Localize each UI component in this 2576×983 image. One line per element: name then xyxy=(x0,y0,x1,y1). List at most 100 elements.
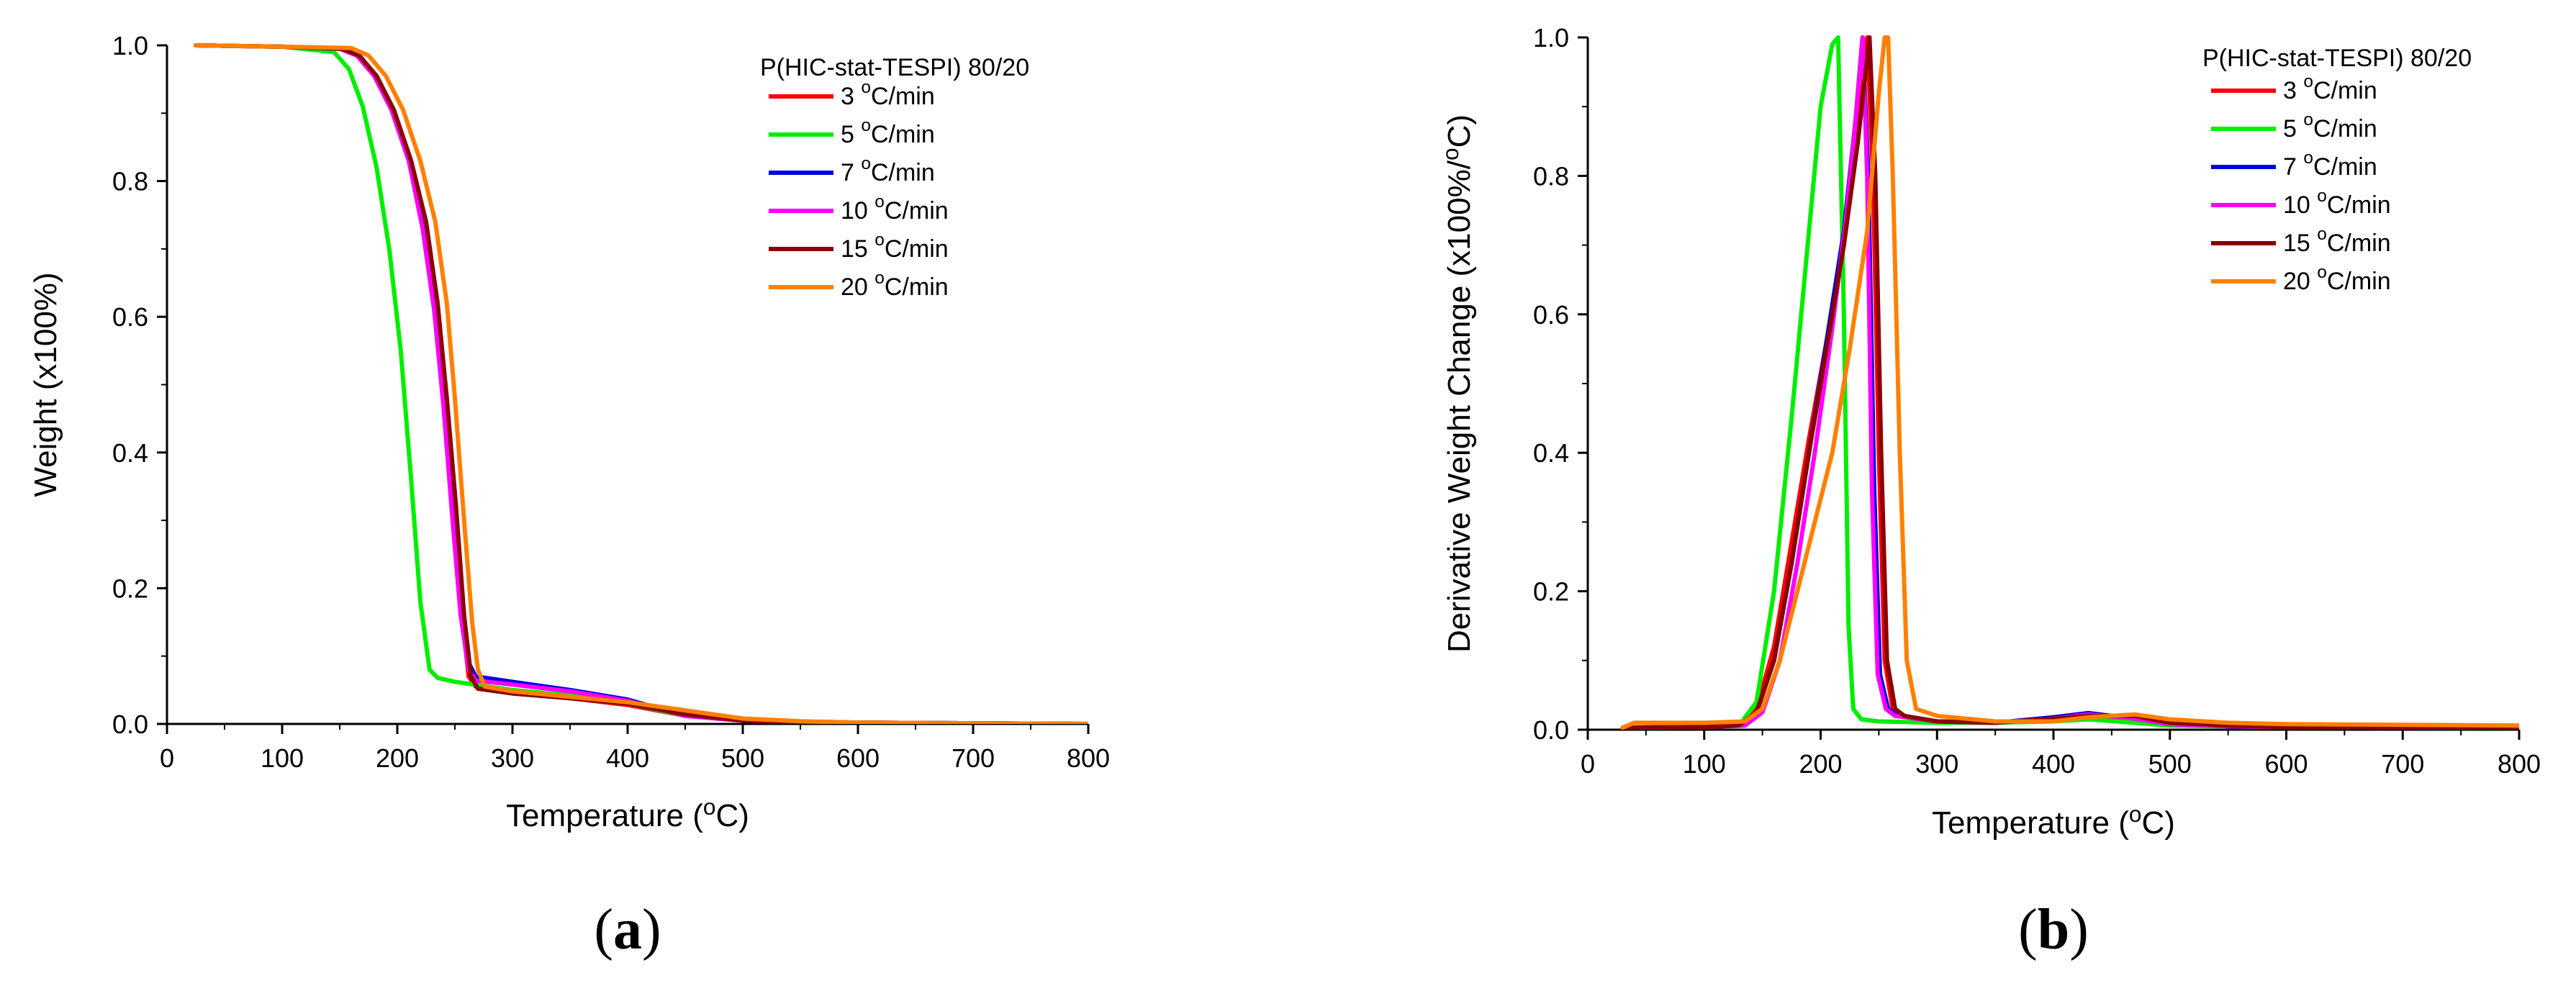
degree-sign: o xyxy=(703,794,716,820)
label-part: C/min xyxy=(2327,191,2391,219)
series-line-15-c-per-min xyxy=(194,43,1088,724)
degree-sign: o xyxy=(2317,263,2327,282)
degree-sign: o xyxy=(2317,225,2327,244)
y-tick-label: 0.4 xyxy=(112,438,148,468)
series-line-10-c-per-min xyxy=(194,43,1088,724)
x-tick-label: 800 xyxy=(2498,749,2541,779)
legend-entry: 7 oC/min xyxy=(2283,148,2377,181)
label-part: C/min xyxy=(2327,268,2391,295)
x-axis-label: Temperature (oC) xyxy=(1932,801,2175,841)
series-line-10-c-per-min xyxy=(1620,35,2519,730)
label-part: 5 xyxy=(2283,115,2303,142)
series-line-5-c-per-min xyxy=(194,43,1088,724)
label-part: 3 xyxy=(2283,77,2303,104)
x-tick-label: 200 xyxy=(1799,749,1842,779)
y-tick-label: 0.2 xyxy=(112,574,148,603)
degree-sign: o xyxy=(2129,801,2142,827)
label-part: C) xyxy=(716,798,749,833)
legend-entry: 7 oC/min xyxy=(841,154,935,186)
legend-entry: 20 oC/min xyxy=(841,268,949,301)
label-part: C/min xyxy=(871,159,935,186)
y-tick-label: 0.6 xyxy=(112,302,148,332)
degree-sign: o xyxy=(2303,72,2313,91)
panel-label-open: ( xyxy=(2018,898,2038,961)
label-part: 15 xyxy=(2283,230,2317,257)
legend-entry: 15 oC/min xyxy=(2283,225,2391,257)
panel-label: (a) xyxy=(594,898,661,961)
y-tick-label: 0.0 xyxy=(1533,715,1569,745)
label-part: 20 xyxy=(2283,268,2317,295)
degree-sign: o xyxy=(875,230,885,250)
panel-label-letter: a xyxy=(613,898,642,961)
legend-title: P(HIC-stat-TESPI) 80/20 xyxy=(2202,45,2472,72)
x-tick-label: 600 xyxy=(2264,749,2308,779)
degree-sign: o xyxy=(1437,148,1463,160)
label-part: 20 xyxy=(841,273,875,301)
label-part: 7 xyxy=(2283,153,2303,181)
y-tick-label: 0.8 xyxy=(1533,161,1569,191)
series-line-7-c-per-min xyxy=(1620,35,2519,730)
degree-sign: o xyxy=(861,78,871,97)
degree-sign: o xyxy=(2303,148,2313,168)
legend-entry: 5 oC/min xyxy=(2283,110,2377,142)
legend-entry: 15 oC/min xyxy=(841,230,949,263)
y-tick-label: 0.4 xyxy=(1533,438,1569,468)
label-part: C/min xyxy=(871,121,935,148)
label-part: C) xyxy=(1442,114,1477,148)
panel-label-letter: b xyxy=(2038,898,2070,961)
series-line-5-c-per-min xyxy=(1620,35,2519,730)
label-part: Weight (x100%) xyxy=(28,272,63,497)
x-tick-label: 700 xyxy=(952,743,995,773)
label-part: C/min xyxy=(871,83,935,110)
legend-entry: 3 oC/min xyxy=(841,78,935,110)
x-tick-label: 0 xyxy=(1581,749,1595,779)
legend-title: P(HIC-stat-TESPI) 80/20 xyxy=(760,54,1029,81)
label-part: 15 xyxy=(841,235,875,263)
degree-sign: o xyxy=(875,268,885,288)
legend-entry: 10 oC/min xyxy=(2283,186,2391,219)
degree-sign: o xyxy=(861,116,871,135)
panel-label: (b) xyxy=(2018,898,2089,961)
y-tick-label: 0.0 xyxy=(112,710,148,739)
degree-sign: o xyxy=(2303,110,2313,130)
x-tick-label: 100 xyxy=(1683,749,1726,779)
x-tick-label: 800 xyxy=(1067,743,1110,773)
y-tick-label: 0.2 xyxy=(1533,577,1569,607)
label-part: 5 xyxy=(841,121,861,148)
x-tick-label: 100 xyxy=(261,743,304,773)
degree-sign: o xyxy=(875,192,885,212)
panel-label-open: ( xyxy=(594,898,613,961)
y-axis-label: Weight (x100%) xyxy=(28,272,63,497)
label-part: C/min xyxy=(2313,153,2377,181)
label-part: C/min xyxy=(2327,230,2391,257)
y-tick-label: 0.6 xyxy=(1533,300,1569,330)
degree-sign: o xyxy=(861,154,871,173)
series-line-15-c-per-min xyxy=(1620,35,2519,730)
x-tick-label: 400 xyxy=(606,743,649,773)
y-axis-label: Derivative Weight Change (x100%/oC) xyxy=(1437,114,1477,653)
x-tick-label: 500 xyxy=(721,743,764,773)
chart-b: 0 100 200 300 400 500 600 700 800 0.0 0.2 0.4 0.6 0.8… xyxy=(1437,23,2541,961)
label-part: C/min xyxy=(2313,115,2377,142)
panel-label-close: ) xyxy=(2069,898,2089,961)
degree-sign: o xyxy=(2317,186,2327,206)
y-tick-label: 1.0 xyxy=(112,31,148,60)
x-tick-label: 0 xyxy=(160,743,174,773)
y-tick-label: 0.8 xyxy=(112,167,148,196)
legend-entry: 3 oC/min xyxy=(2283,72,2377,104)
label-part: 10 xyxy=(841,197,875,225)
series-line-20-c-per-min xyxy=(194,43,1088,724)
series-group xyxy=(194,43,1088,724)
label-part: C/min xyxy=(885,273,949,301)
label-part: 10 xyxy=(2283,191,2317,219)
series-group xyxy=(1620,35,2519,730)
panel-label-close: ) xyxy=(642,898,661,961)
x-tick-label: 400 xyxy=(2032,749,2075,779)
label-part: Temperature ( xyxy=(506,798,703,833)
label-part: 7 xyxy=(841,159,861,186)
x-tick-label: 200 xyxy=(376,743,419,773)
label-part: C/min xyxy=(2313,77,2377,104)
label-part: Temperature ( xyxy=(1932,805,2129,841)
